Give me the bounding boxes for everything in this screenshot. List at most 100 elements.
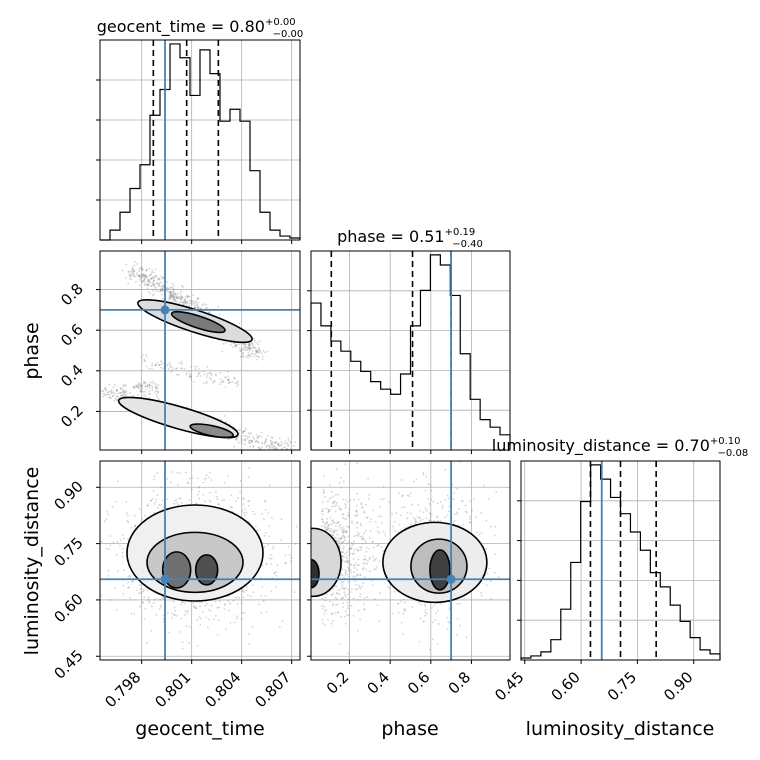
sample-point	[178, 297, 181, 300]
sample-point	[272, 545, 275, 548]
sample-point	[148, 601, 151, 604]
sample-point	[433, 519, 435, 522]
sample-point	[132, 268, 134, 271]
sample-point	[149, 392, 151, 395]
sample-point	[384, 533, 387, 536]
sample-point	[154, 391, 157, 393]
sample-point	[321, 520, 324, 523]
sample-point	[493, 534, 496, 537]
sample-point	[287, 450, 289, 452]
sample-point	[230, 494, 233, 497]
sample-point	[166, 498, 169, 501]
sample-point	[278, 451, 280, 453]
sample-point	[348, 507, 351, 510]
sample-point	[141, 390, 143, 393]
sample-point	[219, 371, 222, 374]
sample-point	[139, 275, 142, 278]
sample-point	[218, 313, 221, 316]
sample-point	[369, 530, 372, 532]
sample-point	[268, 445, 271, 448]
sample-point	[194, 607, 197, 610]
sample-point	[352, 597, 355, 600]
sample-point	[132, 395, 135, 398]
sample-point	[487, 498, 490, 501]
sample-point	[346, 500, 349, 503]
sample-point	[346, 557, 349, 560]
sample-point	[184, 610, 187, 613]
sample-point	[184, 301, 187, 304]
sample-point	[91, 566, 93, 568]
sample-point	[226, 370, 229, 373]
sample-point	[371, 540, 374, 543]
sample-point	[136, 274, 139, 277]
sample-point	[188, 295, 191, 298]
sample-point	[195, 502, 198, 505]
sample-point	[418, 517, 421, 520]
sample-point	[159, 363, 162, 366]
contour-level	[189, 423, 235, 439]
sample-point	[234, 344, 237, 347]
sample-point	[257, 348, 260, 351]
sample-point	[249, 439, 251, 442]
sample-point	[242, 353, 245, 355]
sample-point	[141, 386, 144, 388]
sample-point	[223, 499, 226, 502]
sample-point	[326, 529, 329, 531]
sample-point	[365, 546, 368, 549]
sample-point	[326, 527, 329, 529]
sample-point	[332, 521, 335, 524]
sample-point	[343, 560, 346, 563]
sample-point	[322, 521, 325, 524]
sample-point	[166, 288, 168, 291]
sample-point	[324, 495, 327, 498]
sample-point	[243, 508, 246, 510]
sample-point	[148, 390, 151, 392]
sample-point	[208, 491, 211, 494]
sample-point	[446, 617, 448, 619]
sample-point	[245, 511, 248, 514]
sample-point	[356, 587, 359, 590]
sample-point	[150, 605, 153, 608]
sample-point	[107, 391, 110, 393]
sample-point	[335, 504, 338, 507]
sample-point	[160, 288, 162, 291]
sample-point	[208, 471, 211, 474]
sample-point	[147, 278, 150, 281]
sample-point	[246, 594, 249, 597]
sample-point	[145, 275, 148, 278]
sample-point	[204, 500, 206, 503]
sample-point	[330, 622, 333, 625]
sample-point	[110, 599, 112, 601]
sample-point	[109, 535, 111, 537]
sample-point	[264, 500, 266, 503]
sample-point	[176, 471, 179, 474]
sample-point	[261, 443, 264, 445]
sample-point	[122, 385, 125, 388]
sample-point	[139, 279, 141, 281]
sample-point	[240, 438, 243, 441]
sample-point	[285, 562, 287, 564]
sample-point	[340, 508, 342, 511]
sample-point	[242, 497, 245, 500]
sample-point	[333, 528, 336, 531]
sample-point	[378, 515, 380, 518]
sample-point	[336, 533, 339, 536]
sample-point	[112, 391, 115, 394]
sample-point	[200, 307, 202, 310]
sample-point	[212, 381, 214, 384]
sample-point	[329, 516, 332, 519]
sample-point	[278, 444, 281, 447]
sample-point	[255, 440, 257, 443]
sample-point	[241, 347, 244, 350]
sample-point	[241, 617, 243, 620]
sample-point	[274, 440, 277, 443]
sample-point	[346, 601, 349, 604]
sample-point	[359, 593, 362, 596]
sample-point	[153, 277, 156, 279]
sample-point	[260, 612, 263, 615]
sample-point	[190, 302, 193, 304]
sample-point	[249, 344, 251, 347]
sample-point	[144, 284, 147, 287]
sample-point	[454, 513, 456, 516]
sample-point	[158, 503, 161, 506]
